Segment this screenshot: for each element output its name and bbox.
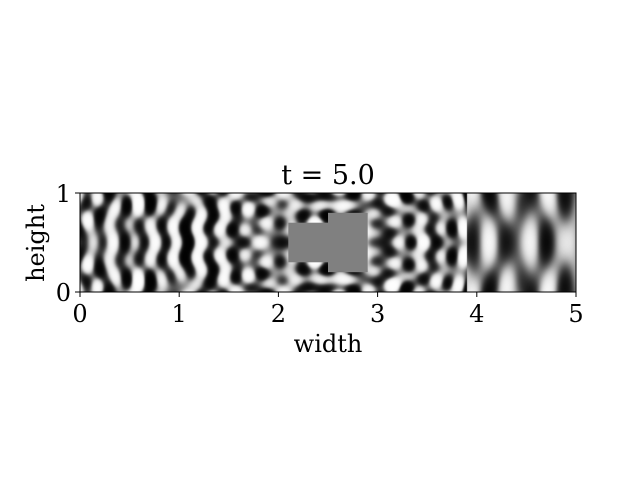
x-tick-label-4: 4 [469, 300, 484, 328]
obstacle-2 [328, 212, 368, 273]
x-tick-label-5: 5 [568, 300, 583, 328]
x-tick-label-2: 2 [271, 300, 286, 328]
axes-frame [79, 192, 577, 293]
x-axis-label: width [294, 330, 363, 358]
plot-area [79, 192, 577, 293]
y-tick-label-1: 1 [56, 180, 71, 208]
x-tick-label-3: 3 [370, 300, 385, 328]
y-axis: 01 [56, 180, 80, 307]
y-axis-label: height [22, 204, 50, 282]
obstacle-group [288, 212, 368, 273]
chart-title: t = 5.0 [281, 160, 375, 191]
y-tick-label-0: 0 [56, 279, 71, 307]
x-tick-label-1: 1 [172, 300, 187, 328]
x-axis: 0 1 2 3 4 5 [72, 292, 584, 328]
obstacle-1 [288, 222, 328, 263]
x-tick-label-0: 0 [72, 300, 87, 328]
